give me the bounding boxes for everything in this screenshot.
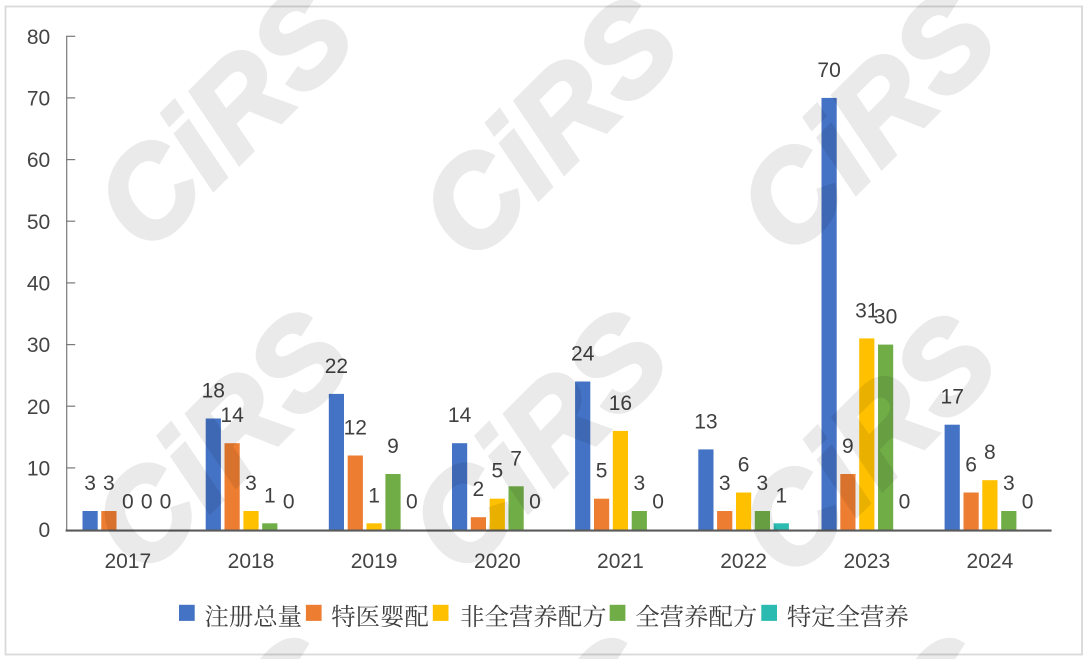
svg-text:8: 8	[984, 441, 996, 464]
svg-text:10: 10	[27, 458, 50, 481]
svg-text:0: 0	[122, 491, 134, 514]
svg-text:16: 16	[609, 392, 632, 415]
svg-text:0: 0	[1022, 491, 1034, 514]
svg-text:13: 13	[694, 410, 717, 433]
svg-text:18: 18	[202, 380, 225, 403]
svg-text:12: 12	[344, 417, 367, 440]
svg-text:2024: 2024	[967, 550, 1014, 573]
svg-text:5: 5	[491, 460, 503, 483]
svg-text:0: 0	[160, 491, 172, 514]
svg-text:24: 24	[571, 343, 595, 366]
svg-text:0: 0	[899, 491, 911, 514]
svg-text:30: 30	[27, 334, 50, 357]
svg-text:2018: 2018	[228, 550, 275, 573]
svg-text:2019: 2019	[351, 550, 398, 573]
svg-text:0: 0	[529, 491, 541, 514]
svg-text:22: 22	[325, 355, 348, 378]
svg-text:70: 70	[27, 88, 50, 111]
svg-text:3: 3	[103, 472, 115, 495]
svg-text:3: 3	[245, 472, 257, 495]
svg-text:0: 0	[406, 491, 418, 514]
svg-text:17: 17	[941, 386, 964, 409]
svg-text:0: 0	[652, 491, 664, 514]
svg-text:1: 1	[775, 484, 787, 507]
svg-text:3: 3	[757, 472, 769, 495]
svg-text:31: 31	[855, 299, 878, 322]
svg-text:3: 3	[633, 472, 645, 495]
svg-text:0: 0	[39, 519, 51, 542]
svg-text:3: 3	[1003, 472, 1015, 495]
svg-text:2022: 2022	[720, 550, 767, 573]
svg-text:80: 80	[27, 26, 50, 49]
svg-text:14: 14	[220, 404, 244, 427]
svg-text:50: 50	[27, 211, 50, 234]
svg-text:7: 7	[510, 447, 522, 470]
svg-text:70: 70	[817, 59, 840, 82]
svg-text:2021: 2021	[597, 550, 644, 573]
svg-text:2: 2	[473, 478, 485, 501]
svg-text:60: 60	[27, 149, 50, 172]
svg-text:14: 14	[448, 404, 472, 427]
svg-text:1: 1	[368, 484, 380, 507]
svg-text:2020: 2020	[474, 550, 521, 573]
svg-text:30: 30	[874, 306, 897, 329]
svg-text:20: 20	[27, 396, 50, 419]
svg-text:0: 0	[283, 491, 295, 514]
svg-text:0: 0	[141, 491, 153, 514]
svg-text:6: 6	[965, 454, 977, 477]
svg-text:9: 9	[387, 435, 399, 458]
svg-text:5: 5	[596, 460, 608, 483]
svg-text:6: 6	[738, 454, 750, 477]
svg-text:40: 40	[27, 273, 50, 296]
svg-text:2023: 2023	[843, 550, 890, 573]
svg-text:9: 9	[842, 435, 854, 458]
svg-text:2017: 2017	[104, 550, 151, 573]
svg-text:1: 1	[264, 484, 276, 507]
svg-text:3: 3	[719, 472, 731, 495]
svg-text:3: 3	[84, 472, 96, 495]
